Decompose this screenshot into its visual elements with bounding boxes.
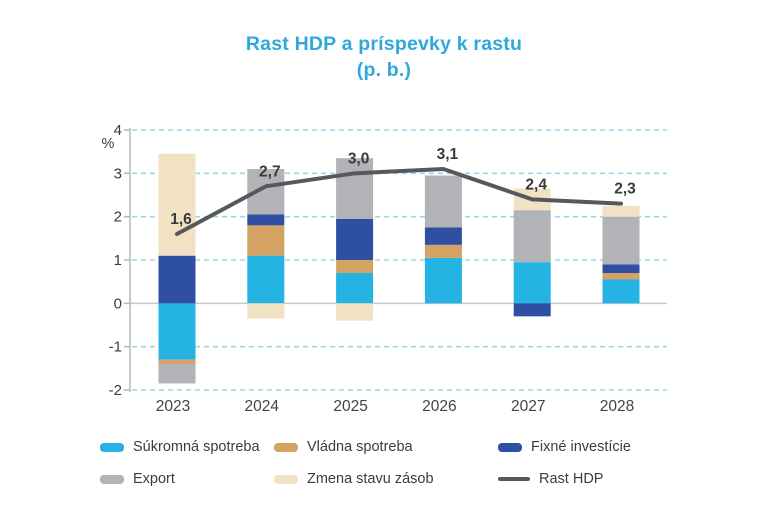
y-tick-label: 1 — [114, 252, 122, 269]
bar-segment — [602, 205, 640, 217]
bar-segment — [336, 303, 374, 321]
y-axis-unit-label: % — [102, 136, 115, 152]
y-tick-label: -1 — [109, 339, 122, 356]
bar-segment — [513, 210, 551, 263]
bar-segment — [247, 225, 285, 256]
bar-segment — [602, 279, 640, 304]
bar-segment — [424, 175, 462, 228]
bar-segment — [513, 303, 551, 317]
bar-segment — [424, 244, 462, 258]
bar-segment — [424, 257, 462, 304]
bar-segment — [158, 255, 196, 304]
bar-segment — [158, 364, 196, 384]
x-tick-label: 2027 — [511, 398, 545, 415]
bar-segment — [513, 262, 551, 304]
bar-segment — [247, 303, 285, 319]
y-tick-label: 4 — [114, 122, 122, 139]
x-tick-label: 2024 — [245, 398, 280, 415]
chart-title-line2: (p. b.) — [356, 59, 412, 81]
y-tick-label: -2 — [109, 382, 122, 399]
gdp-value-label: 3,1 — [437, 146, 459, 163]
chart-title: Rast HDP a príspevky k rastu (p. b.) — [0, 31, 768, 83]
x-tick-label: 2023 — [156, 398, 190, 415]
gdp-value-label: 2,3 — [614, 181, 636, 198]
gdp-value-label: 2,4 — [525, 176, 547, 193]
bar-segment — [247, 255, 285, 304]
bar-segment — [158, 153, 196, 256]
gdp-value-label: 3,0 — [348, 150, 370, 167]
bar-segment — [336, 273, 374, 304]
gdp-value-label: 1,6 — [170, 211, 192, 228]
bar-segment — [158, 303, 196, 360]
gdp-value-label: 2,7 — [259, 163, 281, 180]
bar-segment — [602, 264, 640, 273]
x-tick-label: 2025 — [333, 398, 367, 415]
bar-segment — [336, 260, 374, 273]
bar-segment — [336, 158, 374, 219]
y-tick-label: 2 — [114, 209, 122, 226]
gdp-line — [175, 167, 623, 236]
bar-segment — [247, 214, 285, 226]
bar-segment — [336, 218, 374, 260]
chart-title-line1: Rast HDP a príspevky k rastu — [245, 33, 523, 55]
y-tick-label: 0 — [114, 295, 122, 312]
bar-segment — [158, 359, 196, 364]
x-tick-label: 2028 — [600, 398, 634, 415]
bar-segment — [602, 216, 640, 265]
bar-segment — [602, 273, 640, 280]
bar-segment — [424, 227, 462, 245]
y-tick-label: 3 — [114, 165, 122, 182]
x-tick-label: 2026 — [422, 398, 456, 415]
